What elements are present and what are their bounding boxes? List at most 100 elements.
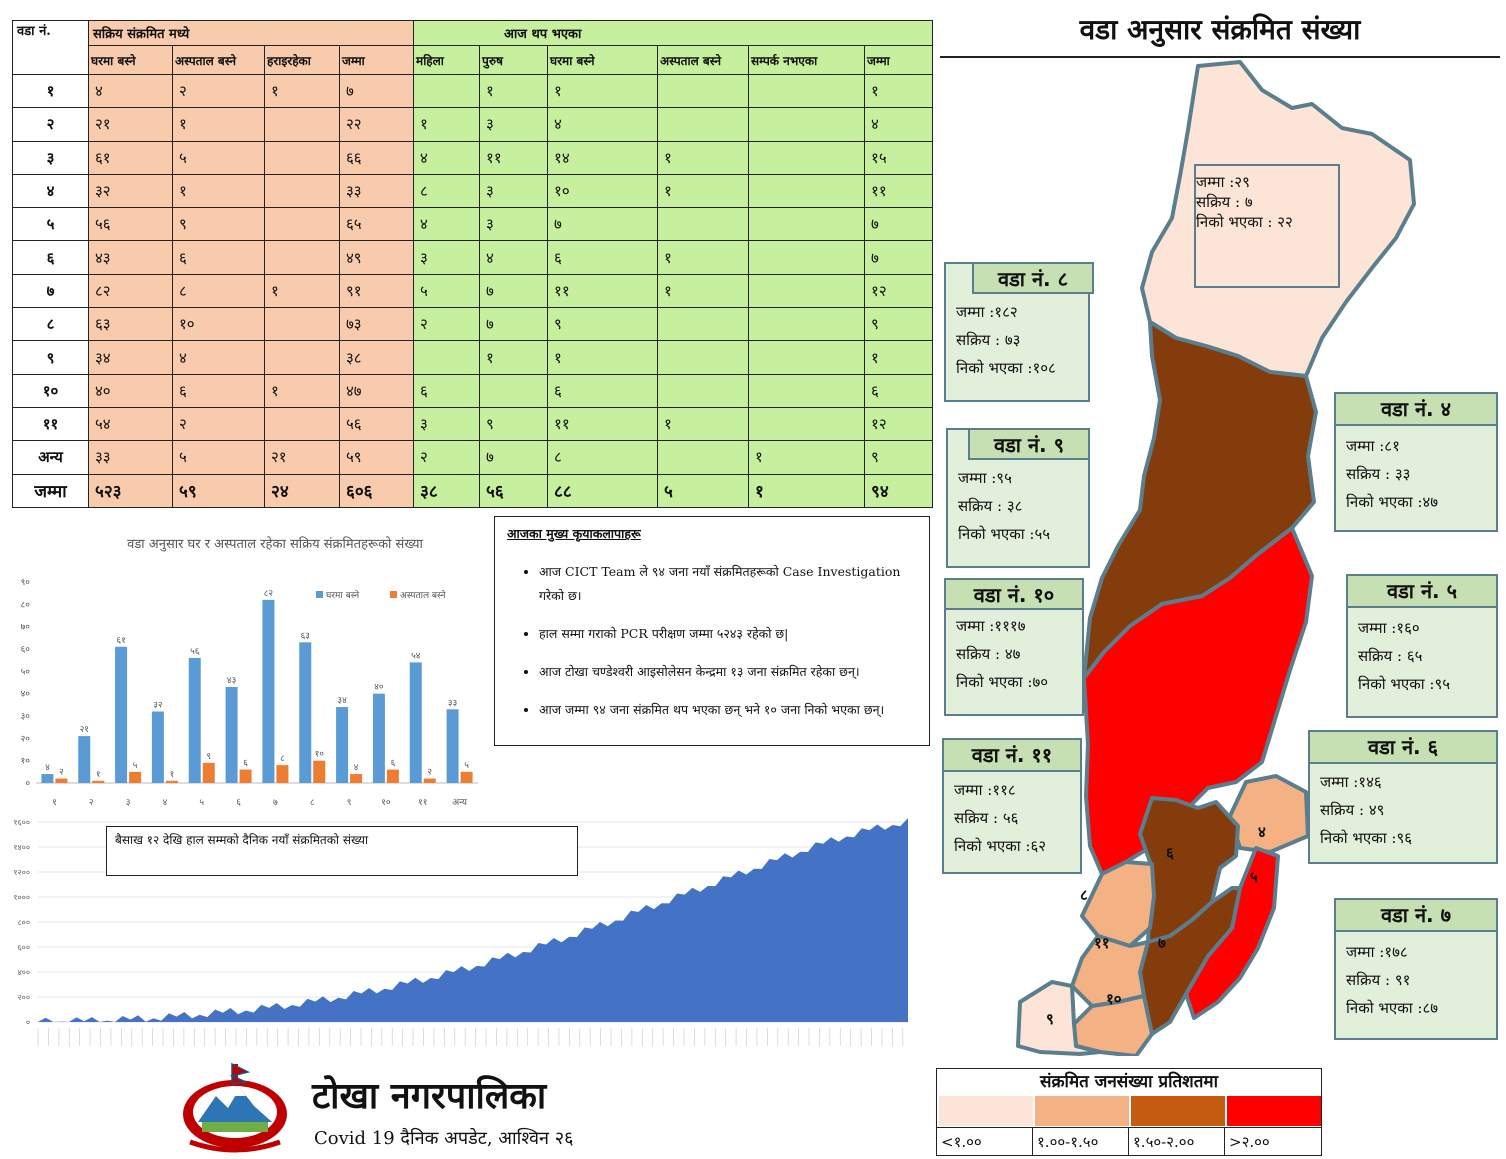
table-cell: ८	[172, 273, 265, 309]
ward-info-heading: वडा नं. ७	[1334, 898, 1498, 932]
table-cell	[264, 173, 340, 209]
map-label-ward: ८	[1080, 886, 1088, 904]
table-cell: १	[172, 173, 265, 209]
table-cell	[657, 307, 750, 342]
data-label: ४	[354, 763, 359, 773]
table-cell: ३	[479, 173, 549, 209]
bar	[188, 657, 201, 783]
ward-info-line: जम्मा :१७८	[1346, 943, 1408, 961]
table-cell: १४	[547, 140, 659, 175]
data-label: २	[427, 768, 432, 778]
table-cell: २	[172, 73, 265, 109]
bar	[313, 760, 326, 783]
y-tick-label: १०००	[13, 893, 30, 902]
area-chart: ० २०० ४०० ६०० ८०० १००० १२०० १४०० १६००	[13, 818, 908, 1046]
data-label: ४३	[227, 676, 236, 686]
table-cell: ७	[479, 307, 549, 342]
bar	[92, 780, 105, 783]
table-cell: ५	[172, 440, 265, 475]
table-row: ११ ५४ २ ५६ ३ ९ ११ १ १२	[12, 406, 934, 442]
ward-info-line: सक्रिय : ४७	[956, 645, 1021, 663]
x-tick-label: ८	[310, 798, 315, 808]
legend-swatch	[1227, 1096, 1321, 1126]
table-cell: ६	[172, 373, 265, 408]
table-cell: ५९	[338, 440, 415, 475]
municipality-logo	[183, 1062, 287, 1153]
legend-swatch	[390, 591, 397, 598]
municipality-name: टोखा नगरपालिका	[312, 1076, 547, 1117]
table-cell: ६०६	[338, 473, 415, 509]
ward-cell: १	[12, 73, 89, 109]
table-cell: ११	[479, 140, 549, 175]
y-tick-label: ०	[25, 779, 30, 789]
ward-9-info: वडा नं. ९ जम्मा :९५ सक्रिय : ३८ निको भएक…	[946, 428, 1090, 568]
today-group-header: आज थप भएका	[413, 20, 934, 46]
bar	[372, 693, 385, 783]
ward-info-line: जम्मा :९५	[958, 469, 1012, 487]
table-cell: ७३	[338, 307, 415, 342]
table-cell: ४०	[88, 373, 173, 408]
table-cell	[413, 340, 481, 375]
table-cell: १	[864, 340, 934, 375]
activities-box: आजका मुख्य कृयाकलापाहरू आज CICT Team ले …	[494, 516, 930, 746]
legend-entry: घरमा बस्ने	[326, 589, 360, 601]
table-cell: १२	[864, 406, 934, 442]
table-cell: ४९	[338, 240, 415, 275]
table-cell: ५४	[88, 406, 173, 442]
table-cell: १	[864, 73, 934, 109]
bar	[151, 711, 164, 783]
ward-info-line: सक्रिय : ७	[1196, 193, 1253, 211]
table-cell: ७	[864, 207, 934, 242]
legend-swatch	[316, 591, 323, 598]
table-cell: ७	[338, 73, 415, 109]
ward-5-info: वडा नं. ५ जम्मा :१६० सक्रिय : ६५ निको भए…	[1346, 574, 1498, 718]
table-cell: १	[172, 107, 265, 142]
x-tick-label: ६	[236, 798, 241, 808]
ward-info-line: निको भएका :८७	[1346, 999, 1439, 1017]
table-cell: १	[657, 140, 750, 175]
table-cell: ५	[172, 140, 265, 175]
map-ward-9	[1016, 980, 1102, 1056]
ward-info-line: निको भएका :७०	[956, 673, 1049, 691]
table-cell: ३३	[338, 173, 415, 209]
map-label-ward: ११	[1094, 934, 1110, 952]
col-header: पुरुष	[479, 45, 549, 75]
bar	[78, 736, 91, 783]
data-label: ८२	[264, 589, 274, 599]
table-cell	[748, 107, 866, 142]
table-row: ६ ४३ ६ ४९ ३ ४ ६ १ ७	[12, 240, 934, 275]
y-tick-label: १२००	[13, 868, 30, 877]
table-cell	[479, 373, 549, 408]
bar	[460, 771, 473, 783]
table-cell: २	[172, 406, 265, 442]
map-label-ward: ४	[1258, 823, 1266, 841]
area-series	[38, 818, 908, 1022]
table-cell: ६५	[338, 207, 415, 242]
table-cell: ४	[413, 207, 481, 242]
activity-item: आज टोखा चण्डेश्वरी आइसोलेसन केन्द्रमा १३…	[539, 660, 929, 684]
table-cell	[748, 340, 866, 375]
ward-info-line: निको भएका :४७	[1346, 493, 1439, 511]
map-title: वडा अनुसार संक्रमित संख्या	[1079, 13, 1361, 46]
activities-list: आज CICT Team ले ९४ जना नयाँ संक्रमितहरूक…	[495, 560, 929, 722]
ward-info-line: जम्मा :१४६	[1320, 773, 1382, 791]
data-label: ६३	[301, 631, 310, 641]
table-cell: १	[748, 473, 866, 509]
table-cell: ३८	[338, 340, 415, 375]
table-cell: १०	[172, 307, 265, 342]
activity-item: आज जम्मा ९४ जना संक्रमित थप भएका छन् भने…	[539, 698, 929, 722]
ward-info-line: सक्रिय : ७३	[956, 331, 1021, 349]
data-label: ५६	[190, 647, 200, 657]
update-caption: Covid 19 दैनिक अपडेट, आश्विन २६	[314, 1128, 574, 1149]
ward-info-line: जम्मा :१११७	[956, 617, 1026, 635]
ward-cell: ३	[12, 140, 89, 175]
bar	[239, 769, 252, 783]
table-cell: ६३	[88, 307, 173, 342]
table-cell: १०	[547, 173, 659, 209]
y-tick-label: १६००	[13, 818, 30, 827]
table-cell: १	[657, 406, 750, 442]
table-cell: ५	[413, 273, 481, 309]
table-row: अन्य ३३ ५ २१ ५९ २ ७ ८ १ ९	[12, 440, 934, 475]
